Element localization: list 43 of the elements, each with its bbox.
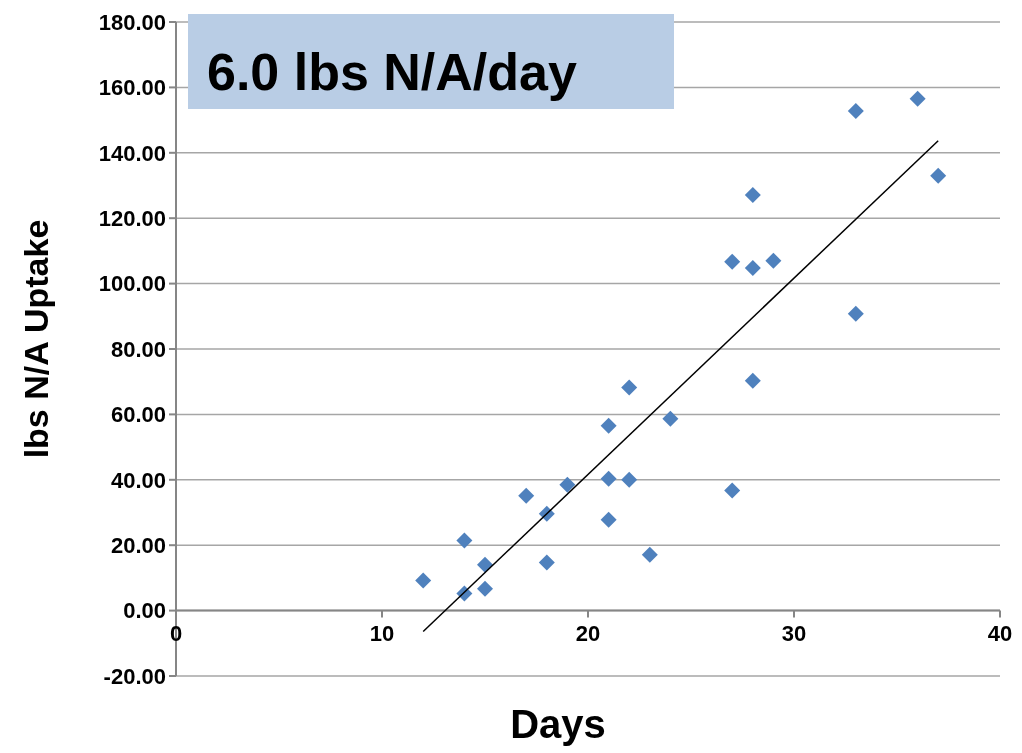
point <box>744 186 761 203</box>
x-tick-label: 10 <box>369 620 395 646</box>
y-tick-label: 80.00 <box>110 336 166 362</box>
point <box>662 410 679 427</box>
y-tick-label: 160.00 <box>98 75 166 101</box>
point <box>744 259 761 276</box>
point <box>600 511 617 528</box>
point <box>456 532 473 549</box>
x-tick-label: 20 <box>575 620 601 646</box>
chart-title: 6.0 lbs N/A/day <box>207 43 577 101</box>
point <box>847 102 864 119</box>
x-tick-label: 30 <box>781 620 807 646</box>
point <box>415 572 432 589</box>
point <box>847 305 864 322</box>
point <box>477 580 493 597</box>
y-tick-label: 120.00 <box>98 205 166 231</box>
x-tick-label: 40 <box>987 620 1013 646</box>
y-axis-title: lbs N/A Uptake <box>17 219 55 459</box>
y-tick-label: -20.00 <box>103 663 166 689</box>
point <box>724 482 741 499</box>
y-tick-label: 140.00 <box>98 140 166 166</box>
y-tick-label: 0.00 <box>123 598 166 624</box>
point <box>600 470 617 487</box>
point <box>518 487 535 504</box>
x-axis-title: Days <box>510 702 606 746</box>
point <box>744 372 761 389</box>
point <box>765 252 782 269</box>
point <box>600 417 617 434</box>
y-tick-label: 100.00 <box>98 271 166 297</box>
point <box>641 546 658 563</box>
point <box>621 379 638 396</box>
y-tick-label: 60.00 <box>110 402 166 428</box>
point <box>909 90 926 107</box>
point <box>538 554 555 571</box>
point <box>724 253 741 270</box>
point <box>559 476 576 493</box>
y-tick-label: 40.00 <box>110 467 166 493</box>
y-tick-label: 180.00 <box>98 9 166 35</box>
point <box>477 556 493 573</box>
y-tick-label: 20.00 <box>110 532 166 558</box>
x-tick-label: 0 <box>169 620 183 646</box>
point <box>621 471 638 488</box>
point <box>930 167 947 184</box>
